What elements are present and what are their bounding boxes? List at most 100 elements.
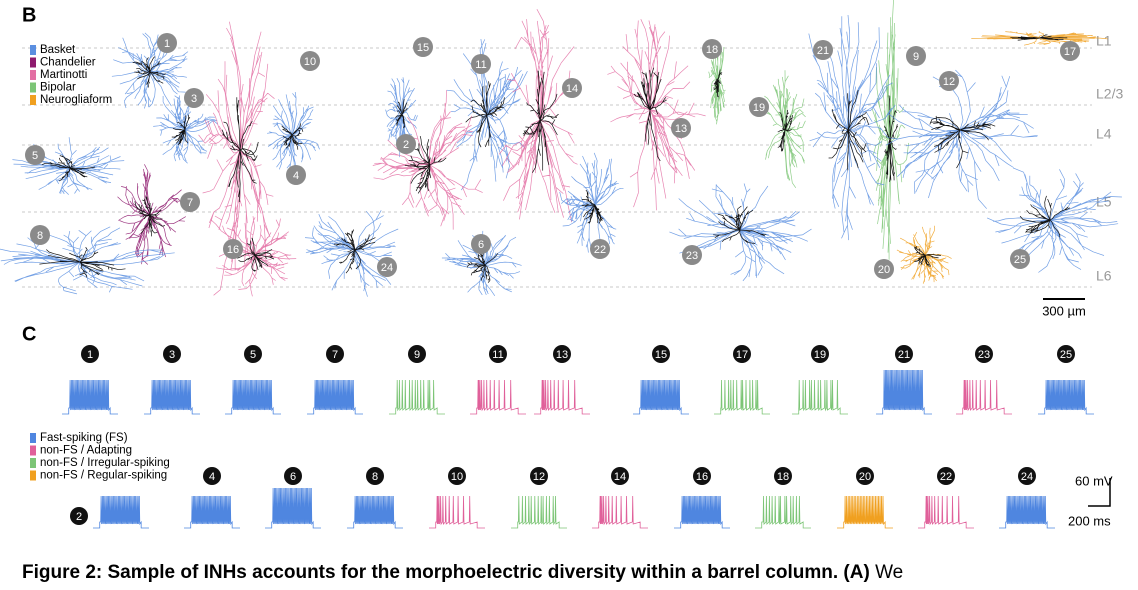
badge-label: 6 — [290, 471, 296, 483]
neuron-soma — [828, 89, 870, 171]
scale-label: 60 mV — [1075, 473, 1113, 488]
neuron-soma — [713, 205, 767, 244]
voltage-trace — [876, 369, 932, 415]
neuron-dendrites — [498, 9, 578, 223]
neuron-soma — [883, 95, 899, 182]
badge-label: 10 — [451, 471, 463, 483]
badge-label: 22 — [594, 244, 606, 256]
badge — [975, 345, 993, 363]
badge — [284, 467, 302, 485]
neuron-soma — [522, 70, 559, 173]
badge-label: 11 — [492, 349, 503, 361]
legend-label: non-FS / Irregular-spiking — [40, 457, 170, 469]
badge — [874, 259, 894, 279]
badge — [25, 145, 45, 165]
badge — [286, 165, 306, 185]
legend-label: Neurogliaform — [40, 94, 112, 106]
voltage-trace — [999, 495, 1055, 529]
neuron-soma — [132, 56, 167, 88]
voltage-trace — [792, 379, 848, 415]
badge — [530, 467, 548, 485]
badge-label: 8 — [37, 230, 43, 242]
badge-label: 19 — [753, 102, 765, 114]
badge-label: 12 — [533, 471, 545, 483]
legend-swatch — [30, 458, 36, 468]
legend-label: Bipolar — [40, 82, 76, 94]
voltage-trace — [93, 495, 149, 529]
badge — [1060, 41, 1080, 61]
legend-swatch — [30, 82, 36, 93]
badge — [652, 345, 670, 363]
badge-label: 7 — [332, 349, 338, 361]
scale-bar — [1088, 478, 1111, 507]
badge-label: 25 — [1060, 349, 1072, 361]
badge-label: 10 — [304, 56, 316, 68]
caption-bold: Figure 2: Sample of INHs accounts for th… — [22, 562, 870, 583]
badge-label: 7 — [187, 197, 193, 209]
voltage-trace — [511, 495, 567, 529]
legend-swatch — [30, 470, 36, 481]
badge — [471, 54, 491, 74]
neuron-soma — [777, 109, 793, 152]
badge-label: 14 — [566, 83, 578, 95]
badge-label: 4 — [209, 471, 215, 483]
badge-label: 2 — [76, 511, 82, 523]
badge — [184, 88, 204, 108]
legend-label: Martinotti — [40, 69, 87, 81]
legend-swatch — [30, 95, 36, 105]
badge-label: 6 — [478, 239, 484, 251]
badge-label: 24 — [1021, 471, 1033, 483]
badge-label: 18 — [777, 471, 789, 483]
caption-text: We — [875, 562, 903, 583]
neuron-soma — [134, 196, 166, 237]
neuron-dendrites — [153, 95, 219, 164]
badge-label: 23 — [686, 250, 698, 262]
neuron-soma — [237, 237, 275, 272]
badge-label: 3 — [191, 93, 197, 105]
badge — [562, 78, 582, 98]
badge-label: 1 — [87, 349, 93, 361]
voltage-trace — [534, 379, 590, 415]
badge — [693, 467, 711, 485]
voltage-trace — [755, 495, 811, 529]
voltage-trace — [184, 495, 240, 529]
badge — [749, 97, 769, 117]
neuron-soma — [333, 229, 376, 274]
badge-label: 16 — [227, 244, 239, 256]
badge-label: 15 — [417, 42, 429, 54]
badge-label: 17 — [736, 349, 748, 361]
badge-label: 14 — [614, 471, 626, 483]
badge — [937, 467, 955, 485]
neuron-soma — [281, 123, 304, 150]
badge — [489, 345, 507, 363]
badge — [396, 134, 416, 154]
legend-label: Chandelier — [40, 57, 96, 69]
voltage-trace — [956, 379, 1012, 415]
neuron-soma — [41, 155, 96, 182]
badge — [448, 467, 466, 485]
neuron-soma — [914, 246, 941, 267]
caption: Figure 2: Sample of INHs accounts for th… — [22, 562, 903, 583]
badge-label: 5 — [250, 349, 256, 361]
neuron-soma — [713, 69, 723, 98]
voltage-trace — [714, 379, 770, 415]
neuron-soma — [404, 136, 447, 194]
neuron-dendrites — [304, 210, 399, 297]
neuron-soma — [395, 98, 408, 129]
neuron-soma — [1010, 34, 1068, 41]
neuron-dendrites — [12, 137, 125, 195]
badge-label: 1 — [164, 38, 170, 50]
neuron-soma — [221, 97, 259, 203]
badge-label: 19 — [814, 349, 826, 361]
badge — [590, 239, 610, 259]
voltage-trace — [918, 495, 974, 529]
voltage-trace — [837, 495, 893, 529]
legend-swatch — [30, 433, 36, 443]
badge-label: 2 — [403, 139, 409, 151]
badge — [408, 345, 426, 363]
badge — [682, 245, 702, 265]
